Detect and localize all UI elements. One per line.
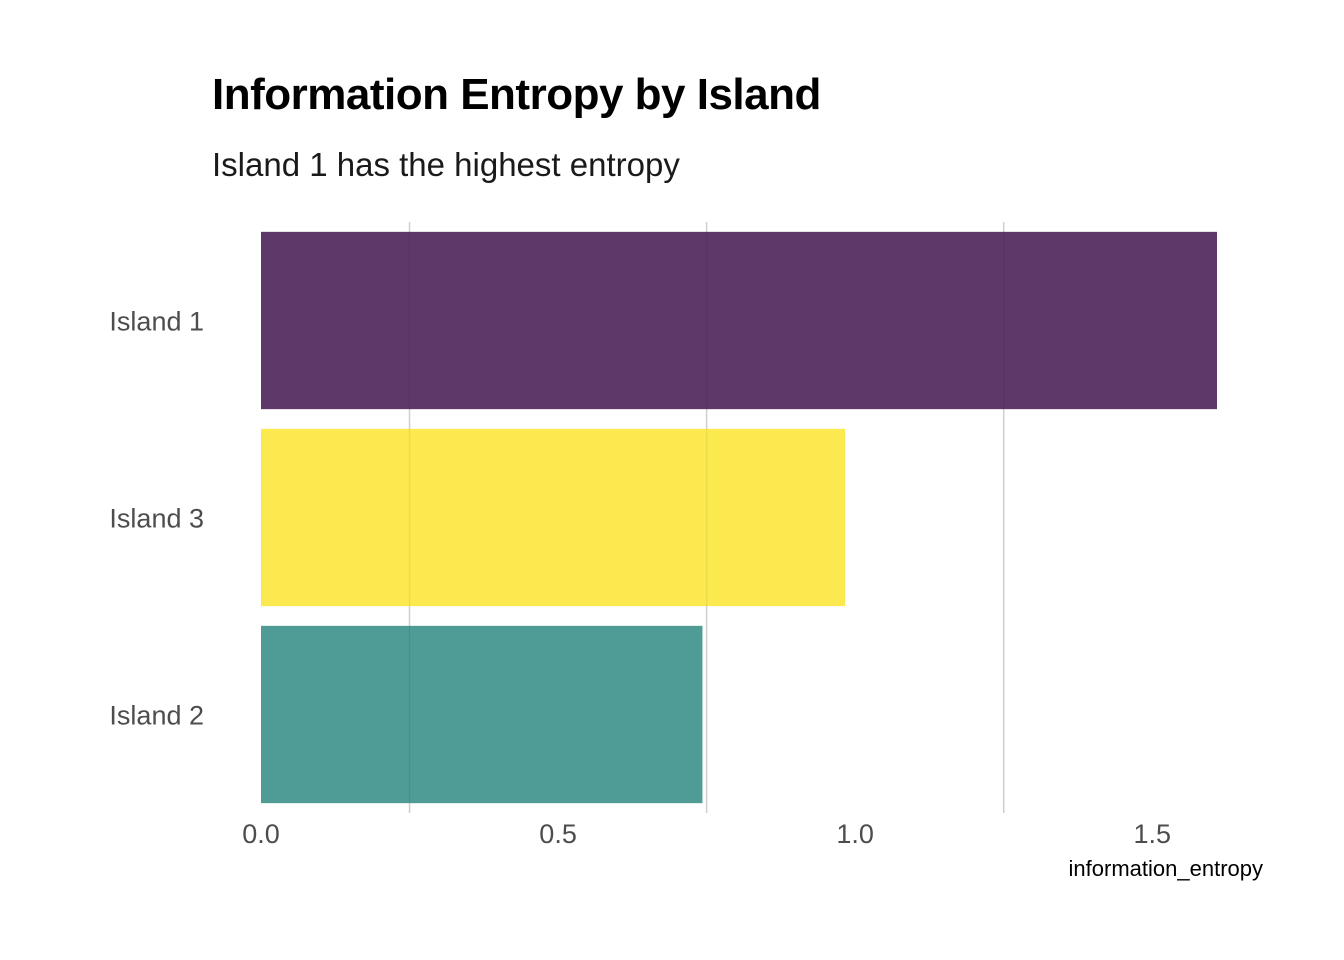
y-tick-labels: Island 1 Island 3 Island 2 bbox=[109, 307, 204, 731]
x-tick-label: 1.5 bbox=[1133, 819, 1171, 849]
y-tick-label: Island 2 bbox=[109, 701, 204, 731]
x-axis-title: information_entropy bbox=[1069, 856, 1263, 881]
bars bbox=[261, 222, 1217, 813]
x-tick-label: 0.5 bbox=[539, 819, 577, 849]
bar-island-3 bbox=[261, 428, 846, 607]
y-tick-label: Island 1 bbox=[109, 307, 204, 337]
chart-title: Information Entropy by Island bbox=[212, 70, 821, 119]
chart-subtitle: Island 1 has the highest entropy bbox=[212, 146, 680, 183]
bar-island-1 bbox=[261, 231, 1217, 410]
x-tick-label: 0.0 bbox=[242, 819, 280, 849]
x-tick-labels: 0.0 0.5 1.0 1.5 bbox=[242, 819, 1171, 849]
x-tick-label: 1.0 bbox=[836, 819, 874, 849]
y-tick-label: Island 3 bbox=[109, 504, 204, 534]
bar-island-2 bbox=[261, 625, 703, 804]
